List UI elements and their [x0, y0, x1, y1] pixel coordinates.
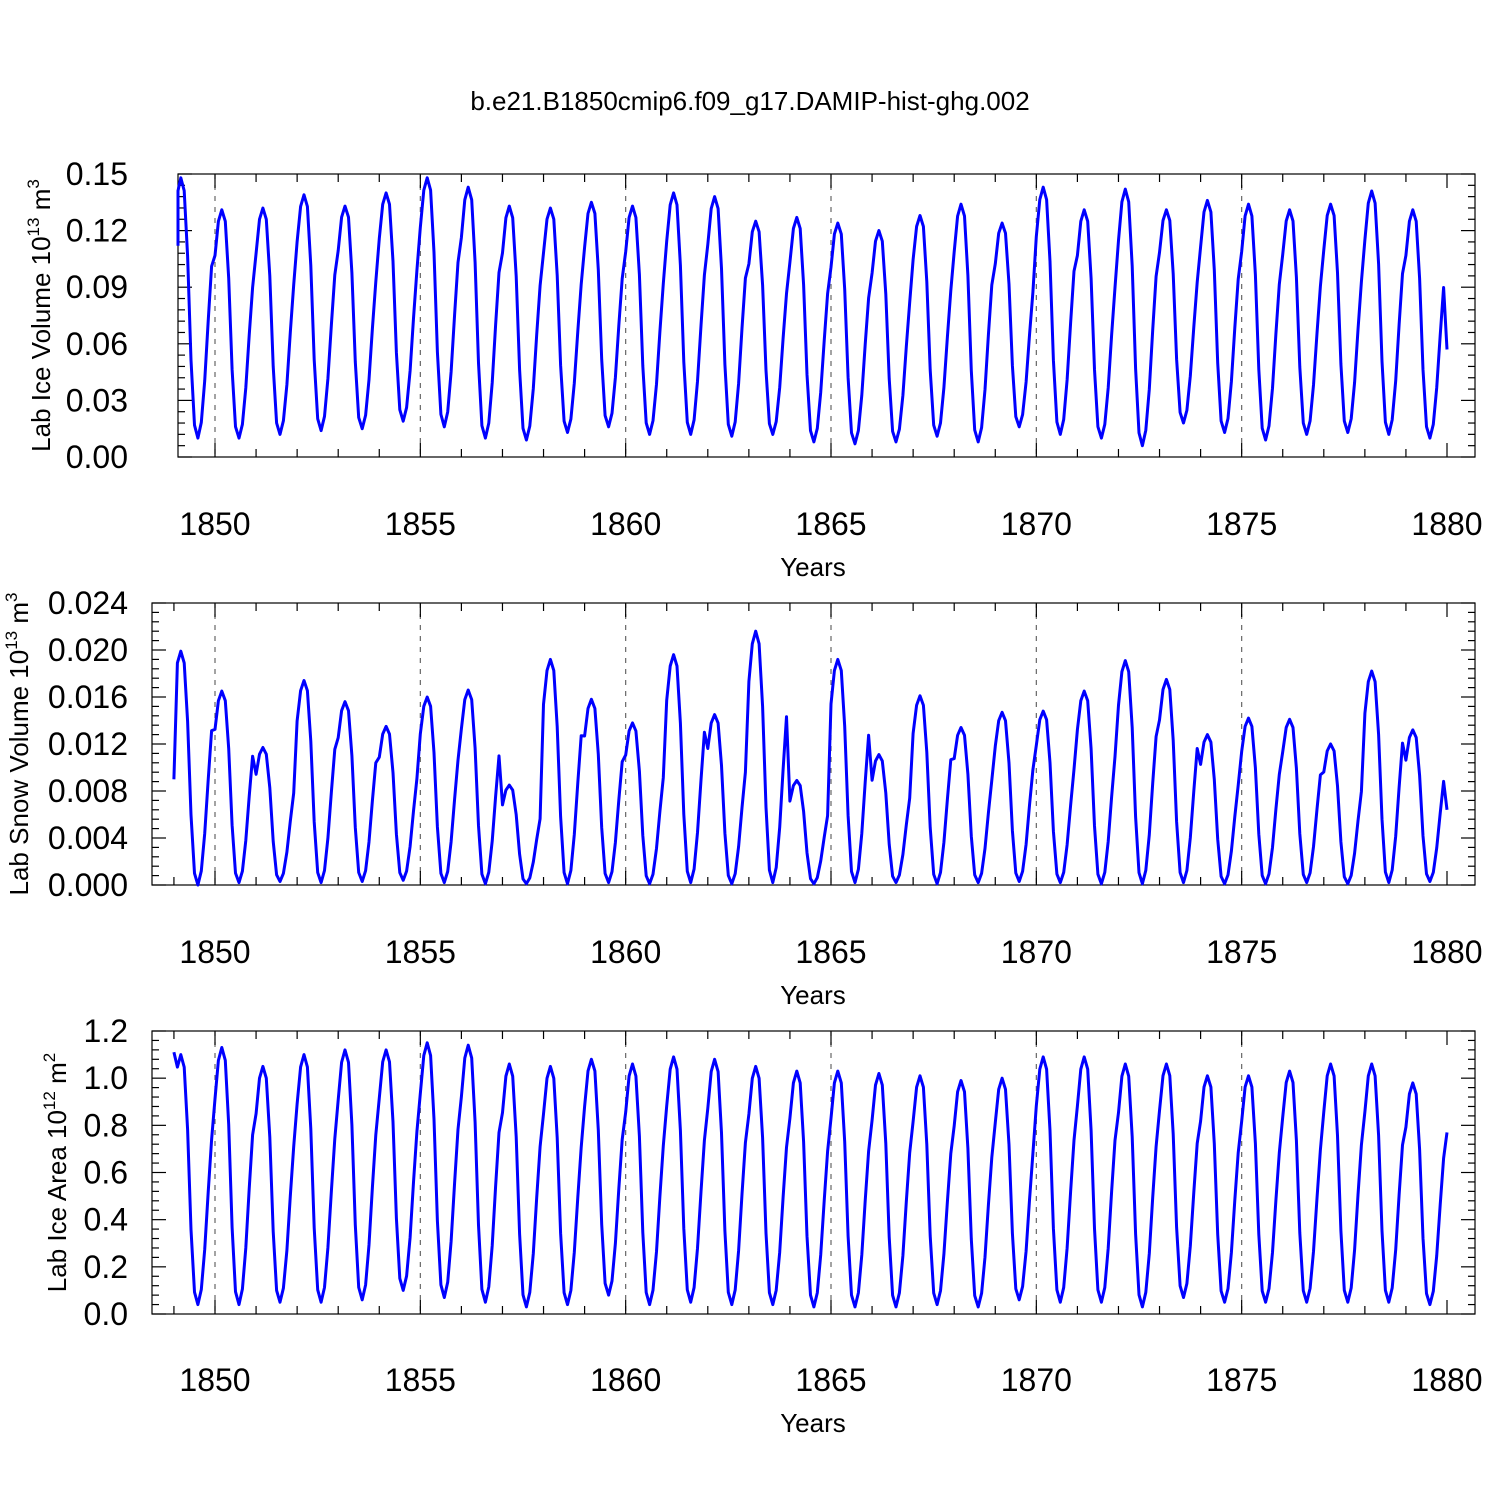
x-tick-label: 1850	[179, 506, 250, 542]
y-tick-label: 1.0	[84, 1060, 128, 1096]
y-tick-label: 0.020	[48, 632, 128, 668]
x-tick-label: 1860	[590, 1362, 661, 1398]
x-tick-label: 1875	[1206, 506, 1277, 542]
y-axis-label-unit-exponent: 3	[24, 179, 43, 188]
y-axis-label: Lab Ice Area 1012 m2	[40, 1053, 72, 1292]
x-tick-label: 1865	[795, 506, 866, 542]
y-tick-label: 0.8	[84, 1107, 128, 1143]
series-line-lab-ice-area	[172, 1041, 1449, 1309]
y-axis-label-main: Lab Snow Volume 10	[4, 650, 34, 896]
x-axis-label: Years	[780, 980, 846, 1010]
y-tick-label: 0.004	[48, 820, 128, 856]
y-tick-label: 0.09	[66, 269, 128, 305]
y-tick-label: 0.024	[48, 585, 128, 621]
y-axis-label-unit: m	[26, 189, 56, 218]
x-tick-label: 1880	[1411, 934, 1482, 970]
x-axis-label: Years	[780, 1408, 846, 1438]
x-tick-label: 1880	[1411, 506, 1482, 542]
y-axis-label-main: Lab Ice Volume 10	[26, 236, 56, 451]
x-tick-label: 1865	[795, 1362, 866, 1398]
x-tick-label: 1880	[1411, 1362, 1482, 1398]
y-tick-label: 0.2	[84, 1249, 128, 1285]
x-axis-label: Years	[780, 552, 846, 582]
y-tick-label: 0.0	[84, 1296, 128, 1332]
x-tick-label: 1855	[385, 934, 456, 970]
y-tick-label: 0.00	[66, 439, 128, 475]
y-axis-label-exponent: 13	[2, 631, 21, 650]
y-tick-label: 0.6	[84, 1155, 128, 1191]
y-axis-label-exponent: 13	[24, 218, 43, 237]
x-tick-label: 1870	[1001, 1362, 1072, 1398]
y-tick-label: 0.12	[66, 213, 128, 249]
y-axis-label-unit: m	[42, 1062, 72, 1091]
series-line-lab-ice-volume	[176, 176, 1449, 448]
y-axis-label: Lab Ice Volume 1013 m3	[24, 179, 56, 452]
y-tick-label: 0.03	[66, 382, 128, 418]
y-tick-label: 1.2	[84, 1013, 128, 1049]
figure-title: b.e21.B1850cmip6.f09_g17.DAMIP-hist-ghg.…	[470, 86, 1029, 116]
y-tick-label: 0.008	[48, 773, 128, 809]
y-axis-label-unit-exponent: 2	[40, 1053, 59, 1062]
x-tick-label: 1875	[1206, 1362, 1277, 1398]
y-tick-label: 0.012	[48, 726, 128, 762]
y-axis-label: Lab Snow Volume 1013 m3	[2, 592, 34, 895]
y-axis-label-unit-exponent: 3	[2, 592, 21, 601]
x-tick-label: 1860	[590, 934, 661, 970]
y-tick-label: 0.4	[84, 1202, 128, 1238]
x-tick-label: 1870	[1001, 506, 1072, 542]
y-axis-label-exponent: 12	[40, 1091, 59, 1110]
x-tick-label: 1855	[385, 506, 456, 542]
y-tick-label: 0.016	[48, 679, 128, 715]
plot-frame	[177, 173, 1476, 458]
x-tick-label: 1860	[590, 506, 661, 542]
panel-ice-volume: 0.00 0.03 0.06 0.09 0.12 0.15 1850 1855 1860 1865…	[24, 156, 1483, 582]
x-tick-label: 1850	[179, 1362, 250, 1398]
series-line-lab-snow-volume	[172, 629, 1449, 887]
y-axis-label-main: Lab Ice Area 10	[42, 1110, 72, 1292]
x-tick-label: 1850	[179, 934, 250, 970]
panel-ice-area: 0.0 0.2 0.4 0.6 0.8 1.0 1.2 1850 1855 1860 1865 187…	[40, 1013, 1483, 1438]
y-axis-label-unit: m	[4, 602, 34, 631]
x-tick-label: 1865	[795, 934, 866, 970]
x-tick-label: 1875	[1206, 934, 1277, 970]
x-tick-label: 1870	[1001, 934, 1072, 970]
y-tick-label: 0.06	[66, 326, 128, 362]
x-tick-label: 1855	[385, 1362, 456, 1398]
y-tick-label: 0.000	[48, 867, 128, 903]
panel-snow-volume: 0.000 0.004 0.008 0.012 0.016 0.020 0.024 1850 1…	[2, 585, 1483, 1010]
y-tick-label: 0.15	[66, 156, 128, 192]
